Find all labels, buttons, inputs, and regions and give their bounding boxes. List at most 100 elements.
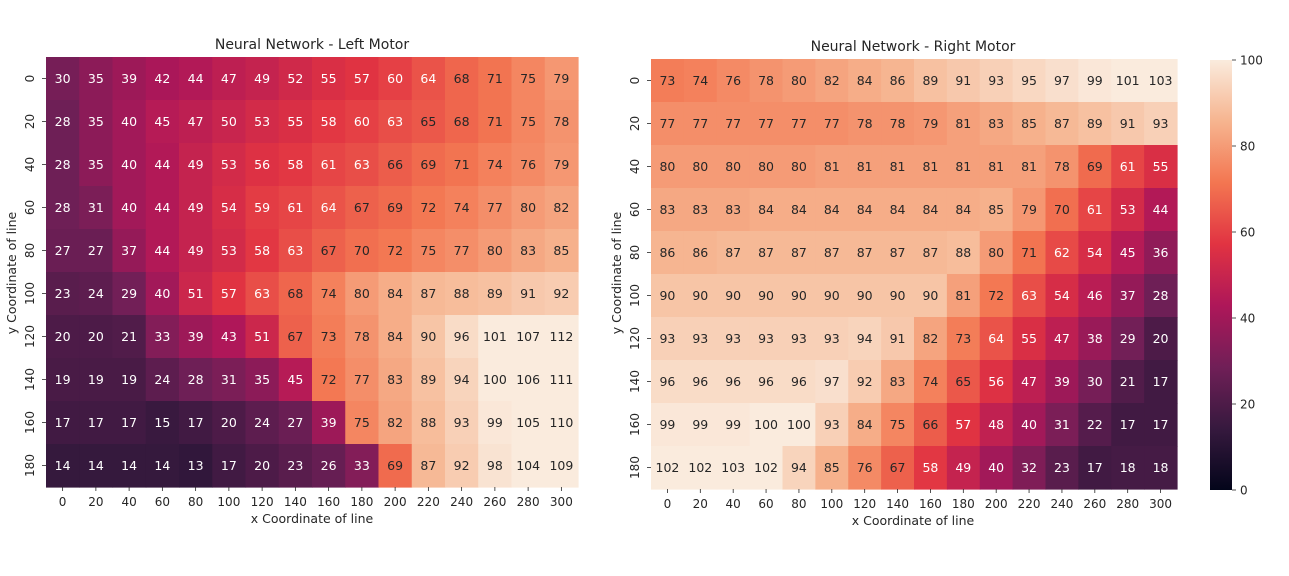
- heatmap-cell-right: [881, 403, 915, 447]
- cell-value-label-right: 87: [857, 245, 873, 260]
- heatmap-cell-right: [1045, 59, 1079, 103]
- heatmap-cell-left: [378, 315, 413, 359]
- cell-value-label-right: 61: [1120, 159, 1136, 174]
- x-tick-label-right: 100: [820, 497, 843, 511]
- heatmap-cell-right: [1111, 102, 1145, 146]
- heatmap-cell-right: [914, 102, 948, 146]
- heatmap-cell-right: [946, 446, 981, 490]
- heatmap-cell-left: [278, 57, 313, 101]
- cell-value-label-right: 84: [857, 417, 873, 432]
- cell-value-label-right: 103: [721, 460, 745, 475]
- heatmap-cell-right: [979, 188, 1014, 232]
- heatmap-cell-left: [411, 57, 446, 101]
- colorbar-tick-label: 0: [1240, 484, 1248, 498]
- cell-value-label-left: 87: [420, 286, 436, 301]
- heatmap-cell-right: [914, 446, 948, 490]
- cell-value-label-left: 50: [221, 114, 237, 129]
- heatmap-cell-left: [544, 100, 579, 144]
- cell-value-label-right: 90: [725, 288, 741, 303]
- heatmap-cell-right: [1111, 317, 1145, 361]
- heatmap-cell-left: [544, 229, 579, 273]
- heatmap-cell-left: [378, 57, 413, 101]
- heatmap-cell-right: [651, 274, 685, 318]
- cell-value-label-right: 38: [1087, 331, 1103, 346]
- heatmap-cell-left: [478, 358, 513, 402]
- cell-value-label-right: 32: [1021, 460, 1037, 475]
- cell-value-label-left: 57: [221, 286, 237, 301]
- cell-value-label-left: 58: [287, 157, 303, 172]
- heatmap-cell-left: [544, 143, 579, 187]
- heatmap-cell-right: [848, 360, 882, 404]
- cell-value-label-left: 19: [55, 372, 71, 387]
- heatmap-cell-right: [683, 317, 718, 361]
- cell-value-label-right: 85: [824, 460, 840, 475]
- cell-value-label-left: 45: [287, 372, 303, 387]
- heatmap-cell-left: [411, 229, 446, 273]
- heatmap-cell-left: [79, 315, 114, 359]
- cell-value-label-right: 81: [824, 159, 840, 174]
- cell-value-label-left: 88: [420, 415, 436, 430]
- heatmap-cell-right: [1144, 59, 1178, 103]
- cell-value-label-left: 39: [188, 329, 204, 344]
- heatmap-cell-right: [946, 59, 981, 103]
- heatmap-cell-left: [511, 229, 546, 273]
- x-tick-label-left: 220: [417, 495, 440, 509]
- x-tick-label-right: 140: [886, 497, 909, 511]
- heatmap-cell-right: [749, 446, 784, 490]
- cell-value-label-left: 55: [287, 114, 303, 129]
- cell-value-label-right: 84: [824, 202, 840, 217]
- cell-value-label-left: 58: [321, 114, 337, 129]
- heatmap-cell-left: [212, 186, 247, 230]
- x-tick-label-left: 160: [317, 495, 340, 509]
- y-tick-label-right: 120: [628, 327, 642, 350]
- cell-value-label-left: 90: [420, 329, 436, 344]
- heatmap-cell-left: [112, 143, 147, 187]
- heatmap-cell-left: [345, 229, 380, 273]
- cell-value-label-left: 53: [221, 157, 237, 172]
- heatmap-cell-left: [245, 401, 280, 445]
- heatmap-cell-left: [278, 272, 313, 316]
- cell-value-label-right: 85: [988, 202, 1004, 217]
- heatmap-cell-right: [1045, 102, 1079, 146]
- heatmap-cell-right: [1012, 231, 1047, 275]
- cell-value-label-right: 94: [791, 460, 807, 475]
- cell-value-label-right: 78: [890, 116, 906, 131]
- heatmap-cell-left: [345, 401, 380, 445]
- heatmap-cell-left: [345, 143, 380, 187]
- y-tick-label-right: 180: [628, 456, 642, 479]
- heatmap-cell-left: [46, 57, 80, 101]
- cell-value-label-left: 49: [188, 157, 204, 172]
- heatmap-cell-left: [312, 100, 346, 144]
- cell-value-label-right: 22: [1087, 417, 1103, 432]
- heatmap-cell-right: [1111, 188, 1145, 232]
- heatmap-cell-right: [946, 188, 981, 232]
- cell-value-label-left: 68: [454, 71, 470, 86]
- heatmap-cell-left: [212, 444, 247, 488]
- heatmap-cell-left: [278, 315, 313, 359]
- heatmap-cell-right: [782, 403, 816, 447]
- heatmap-cell-left: [278, 358, 313, 402]
- cell-value-label-left: 57: [354, 71, 370, 86]
- cell-value-label-right: 90: [857, 288, 873, 303]
- cell-value-label-left: 73: [321, 329, 337, 344]
- cell-value-label-left: 99: [487, 415, 503, 430]
- cell-value-label-left: 43: [221, 329, 237, 344]
- heatmap-cell-left: [212, 100, 247, 144]
- cell-value-label-left: 17: [221, 458, 237, 473]
- heatmap-cell-right: [1144, 446, 1178, 490]
- heatmap-cell-right: [979, 231, 1014, 275]
- heatmap-cell-right: [683, 446, 718, 490]
- cell-value-label-left: 35: [88, 71, 104, 86]
- y-tick-label-left: 140: [23, 368, 37, 391]
- cell-value-label-right: 67: [890, 460, 906, 475]
- heatmap-cell-right: [651, 446, 685, 490]
- heatmap-cell-left: [478, 444, 513, 488]
- cell-value-label-left: 71: [487, 114, 503, 129]
- heatmap-cell-left: [112, 444, 147, 488]
- x-tick-label-right: 120: [853, 497, 876, 511]
- cell-value-label-right: 49: [955, 460, 971, 475]
- cell-value-label-left: 27: [88, 243, 104, 258]
- cell-value-label-left: 72: [420, 200, 436, 215]
- heatmap-cell-left: [345, 444, 380, 488]
- heatmap-cells-right: 73 74 76 78 80 82 84 86 89 91 93 95 97 99 101 103 77 77 77…: [651, 59, 1178, 490]
